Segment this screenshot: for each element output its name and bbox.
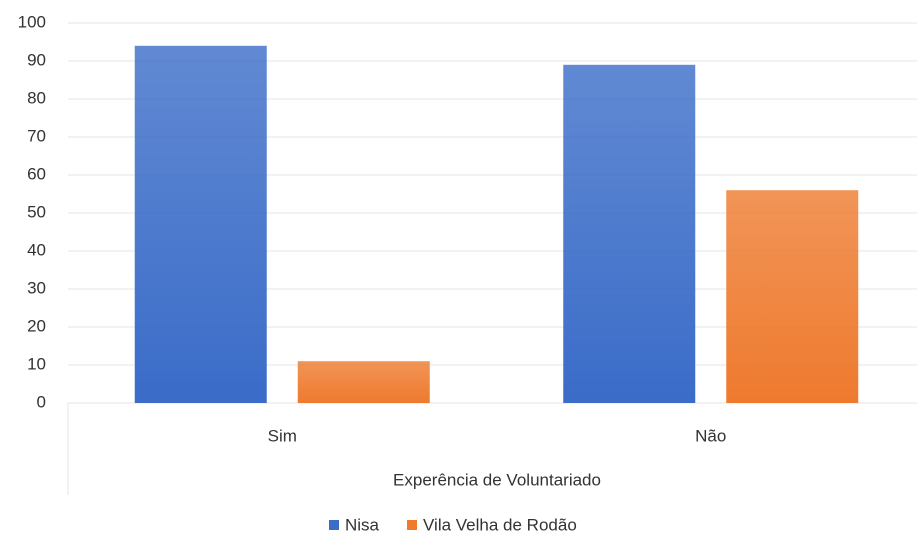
legend-swatch <box>329 520 339 530</box>
y-tick-label: 10 <box>27 354 46 373</box>
legend-label: Nisa <box>345 515 380 534</box>
x-tick-label: Não <box>695 426 726 445</box>
y-tick-label: 20 <box>27 316 46 335</box>
bar <box>563 64 696 404</box>
x-tick-label: Sim <box>268 426 297 445</box>
y-tick-label: 50 <box>27 202 46 221</box>
y-tick-label: 90 <box>27 50 46 69</box>
x-axis-title: Experência de Voluntariado <box>393 470 601 489</box>
y-tick-label: 80 <box>27 88 46 107</box>
y-tick-label: 70 <box>27 126 46 145</box>
bar <box>297 361 430 403</box>
legend-swatch <box>407 520 418 530</box>
bar <box>134 45 267 404</box>
y-tick-label: 40 <box>27 240 46 259</box>
y-tick-label: 30 <box>27 278 46 297</box>
y-tick-label: 100 <box>18 12 46 31</box>
legend-label: Vila Velha de Rodão <box>423 515 577 534</box>
y-tick-label: 0 <box>37 392 46 411</box>
bar <box>726 190 859 403</box>
y-tick-label: 60 <box>27 164 46 183</box>
